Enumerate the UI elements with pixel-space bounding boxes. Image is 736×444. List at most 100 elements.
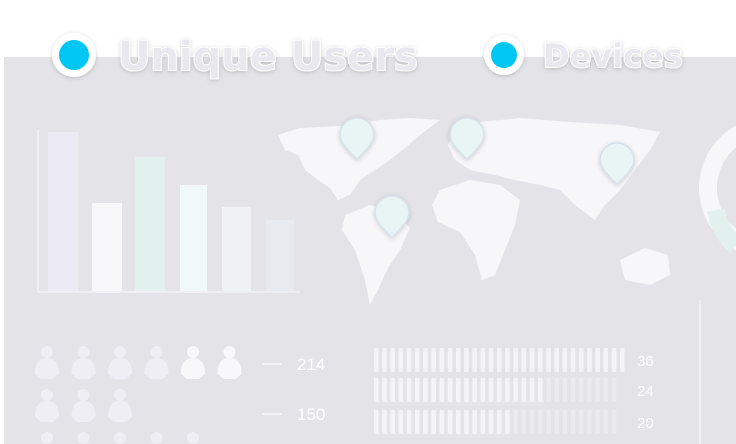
stripe: [505, 378, 510, 402]
stripe: [546, 348, 551, 372]
stat-value: 150: [297, 405, 325, 424]
stripe: [529, 378, 535, 402]
stripe: [390, 378, 395, 402]
stripe: [611, 348, 617, 372]
stripe: [611, 378, 617, 402]
stripe: [538, 348, 543, 372]
stripe: [415, 410, 420, 434]
stripe: [603, 410, 609, 434]
person-icon: [35, 358, 59, 379]
stat-value: 24: [637, 383, 654, 400]
stripe: [579, 378, 584, 402]
bar: [92, 203, 122, 291]
stripe: [546, 378, 551, 402]
stripe: [447, 410, 453, 434]
stripe: [554, 348, 559, 372]
bar-chart: [37, 130, 300, 293]
stripe: [570, 410, 576, 434]
stripe: [406, 410, 412, 434]
stripe: [546, 410, 551, 434]
person-icon: [181, 358, 205, 379]
stripe: [562, 410, 568, 434]
stripe: [374, 378, 379, 402]
stripe: [382, 378, 387, 402]
stripe: [579, 348, 584, 372]
stripe: [374, 348, 379, 372]
stripe: [579, 410, 584, 434]
stripe: [406, 378, 412, 402]
stripe: [562, 348, 568, 372]
person-icon: [144, 358, 169, 379]
stripe: [505, 410, 510, 434]
stripe: [456, 410, 461, 434]
stripe: [431, 348, 436, 372]
stripe: [497, 410, 502, 434]
legend-dot: [491, 42, 517, 68]
person-icon: [41, 346, 53, 358]
stripe: [439, 348, 445, 372]
stripe: [374, 410, 379, 434]
stripe: [620, 348, 625, 372]
stripe: [447, 378, 453, 402]
stat-value: 36: [637, 353, 654, 370]
bar: [135, 157, 165, 291]
stripe: [382, 410, 387, 434]
stripe: [406, 348, 412, 372]
bar: [48, 132, 78, 291]
legend-label: Unique Users: [118, 34, 418, 80]
stripe: [562, 378, 568, 402]
stripe: [415, 378, 420, 402]
stripe: [521, 348, 527, 372]
person-icon: [71, 358, 96, 379]
stripe: [554, 378, 559, 402]
stripe: [488, 348, 494, 372]
stripe: [423, 348, 428, 372]
stripe: [480, 378, 486, 402]
stripe: [538, 410, 543, 434]
stripe: [513, 410, 518, 434]
stripe: [488, 378, 494, 402]
stripe-bar: [374, 378, 543, 402]
legend-dot: [59, 40, 89, 70]
stripe-stats: 36 24 20: [374, 348, 654, 434]
stripe: [497, 378, 502, 402]
stat-value: 214: [297, 355, 325, 374]
person-icon: [108, 401, 132, 422]
legend-item: Devices: [484, 35, 684, 76]
stripe: [456, 378, 461, 402]
person-icon: [41, 432, 53, 444]
bar: [266, 220, 294, 291]
stripe: [505, 348, 510, 372]
stripe: [587, 348, 592, 372]
stripe: [488, 410, 494, 434]
person-icon: [187, 432, 199, 444]
person-icon: [108, 358, 132, 379]
stripe: [464, 378, 469, 402]
stripe: [398, 378, 404, 402]
stripe: [464, 348, 469, 372]
stripe: [382, 348, 387, 372]
stripe: [390, 348, 395, 372]
legend-item: Unique Users: [52, 33, 419, 81]
stripe: [595, 410, 600, 434]
person-icon: [77, 389, 90, 401]
stripe: [423, 378, 428, 402]
stripe: [472, 410, 477, 434]
stripe-bar: [374, 410, 510, 434]
stripe: [398, 348, 404, 372]
stripe: [595, 378, 600, 402]
stripe: [431, 378, 436, 402]
stripe: [415, 348, 420, 372]
stripe: [439, 378, 445, 402]
person-icon: [77, 432, 90, 444]
stripe: [529, 410, 535, 434]
world-map: [278, 118, 670, 305]
stripe: [603, 348, 609, 372]
stripe: [521, 378, 527, 402]
person-icon: [187, 346, 199, 358]
person-icon: [35, 401, 59, 422]
person-icon: [150, 346, 163, 358]
stripe: [439, 410, 445, 434]
stripe: [529, 348, 535, 372]
